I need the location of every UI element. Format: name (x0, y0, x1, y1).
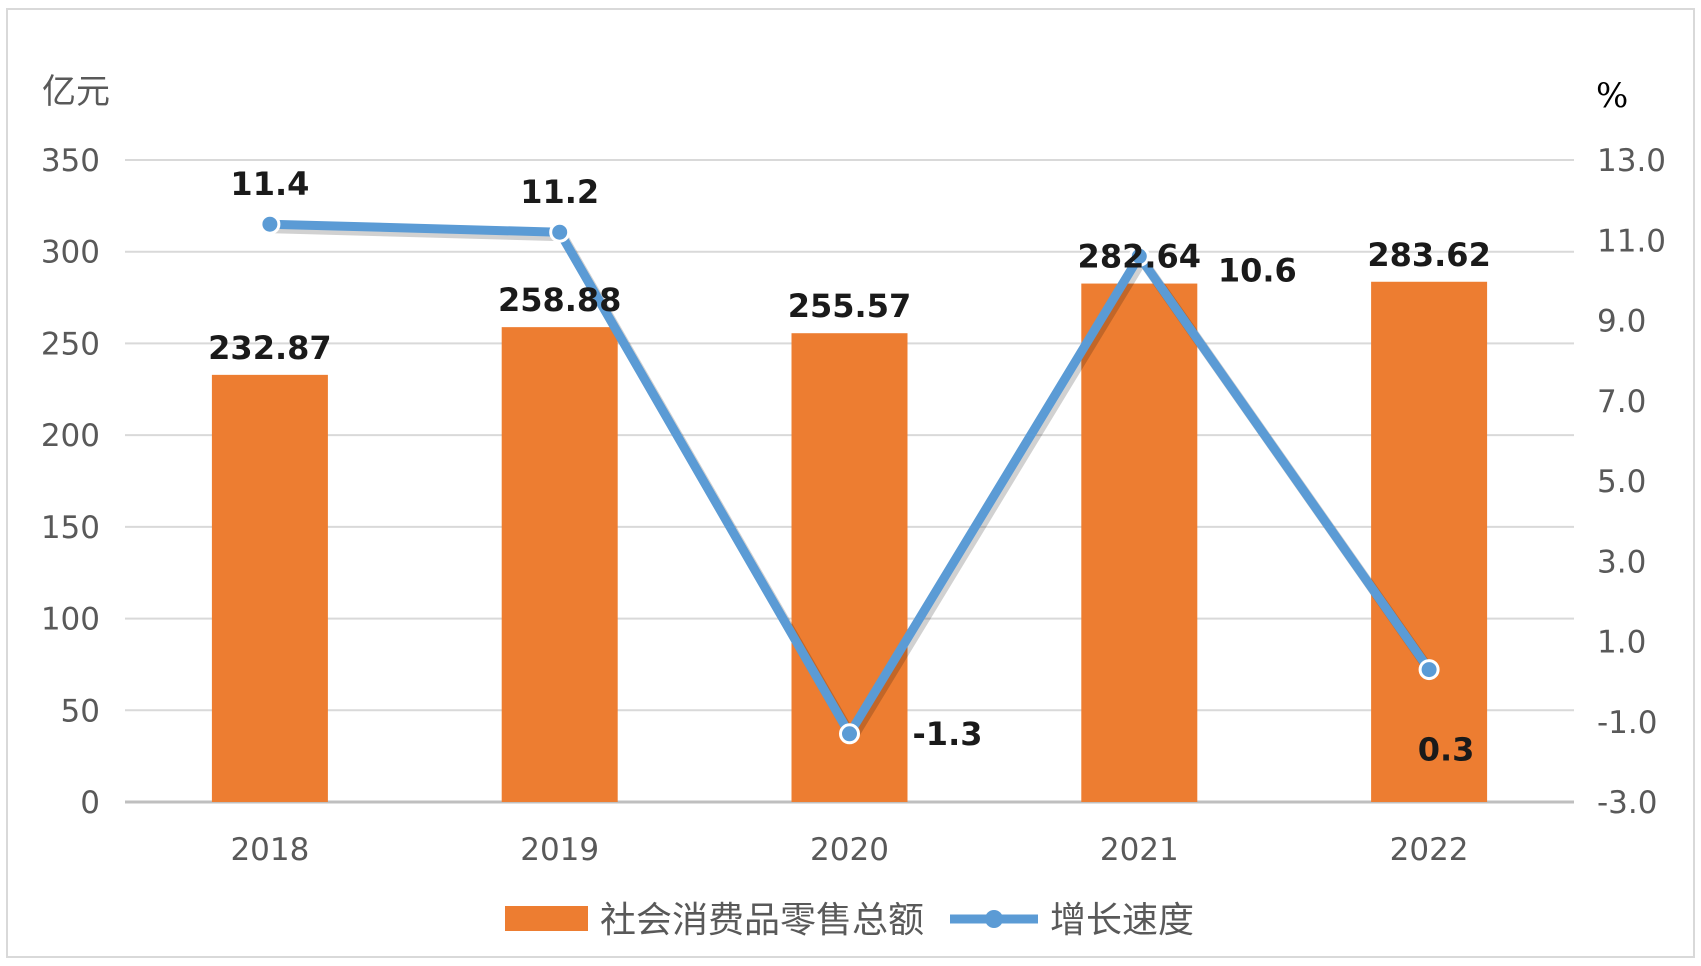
line-data-label: -1.3 (913, 715, 983, 753)
bar (211, 374, 328, 802)
line-series (259, 213, 1440, 745)
left-tick-label: 150 (41, 510, 100, 546)
legend-line-marker (985, 910, 1003, 928)
x-tick-label: 2021 (1100, 832, 1179, 868)
line-point (549, 221, 571, 243)
x-tick-label: 2019 (520, 832, 599, 868)
left-tick-label: 200 (41, 418, 100, 454)
bar-series (211, 281, 1488, 802)
right-tick-label: 1.0 (1597, 625, 1646, 661)
x-tick-label: 2020 (810, 832, 889, 868)
right-tick-label: 3.0 (1597, 544, 1646, 580)
left-tick-label: 0 (80, 785, 100, 821)
bar (1371, 281, 1488, 802)
legend-bar-label: 社会消费品零售总额 (600, 900, 924, 941)
line-data-labels: 11.4 11.2 -1.3 10.6 0.3 (230, 165, 1474, 768)
line-point (259, 213, 281, 235)
left-tick-label: 50 (61, 693, 100, 729)
right-tick-label: 11.0 (1597, 223, 1666, 259)
legend-line-label: 增长速度 (1050, 900, 1194, 941)
legend: 社会消费品零售总额 增长速度 (505, 900, 1194, 941)
bar-data-labels: 232.87 258.88 255.57 282.64 283.62 (208, 236, 1491, 367)
bar (1081, 283, 1198, 802)
line-point (1128, 245, 1150, 267)
left-tick-label: 350 (41, 143, 100, 179)
right-tick-label: 7.0 (1597, 384, 1646, 420)
x-tick-label: 2018 (230, 832, 309, 868)
bar-data-label: 282.64 (1078, 238, 1201, 276)
bar-data-label: 232.87 (208, 329, 331, 367)
right-tick-label: -3.0 (1597, 785, 1658, 821)
line-point (1418, 659, 1440, 681)
right-axis-unit: % (1596, 76, 1628, 116)
left-axis-unit: 亿元 (42, 72, 110, 112)
left-tick-label: 250 (41, 326, 100, 362)
bar-data-label: 255.57 (788, 287, 911, 325)
line-point (839, 723, 860, 745)
left-tick-label: 100 (41, 602, 100, 638)
left-axis: 0 50 100 150 200 250 300 350 (41, 143, 100, 821)
bar-data-label: 258.88 (498, 281, 621, 319)
left-tick-label: 300 (41, 235, 100, 271)
line-data-label: 0.3 (1418, 731, 1475, 769)
right-tick-label: 13.0 (1597, 143, 1666, 179)
line-data-label: 11.2 (520, 173, 599, 211)
x-tick-label: 2022 (1390, 832, 1469, 868)
right-tick-label: 9.0 (1597, 304, 1646, 340)
right-axis: -3.0 -1.0 1.0 3.0 5.0 7.0 9.0 11.0 13.0 (1597, 143, 1666, 821)
line-data-label: 11.4 (230, 165, 309, 203)
right-tick-label: -1.0 (1597, 705, 1658, 741)
bar (501, 327, 618, 802)
bar-data-label: 283.62 (1367, 236, 1490, 274)
x-axis: 2018 2019 2020 2021 2022 (230, 832, 1468, 868)
legend-bar-swatch (505, 906, 588, 931)
right-tick-label: 5.0 (1597, 464, 1646, 500)
line-data-label: 10.6 (1218, 251, 1297, 289)
